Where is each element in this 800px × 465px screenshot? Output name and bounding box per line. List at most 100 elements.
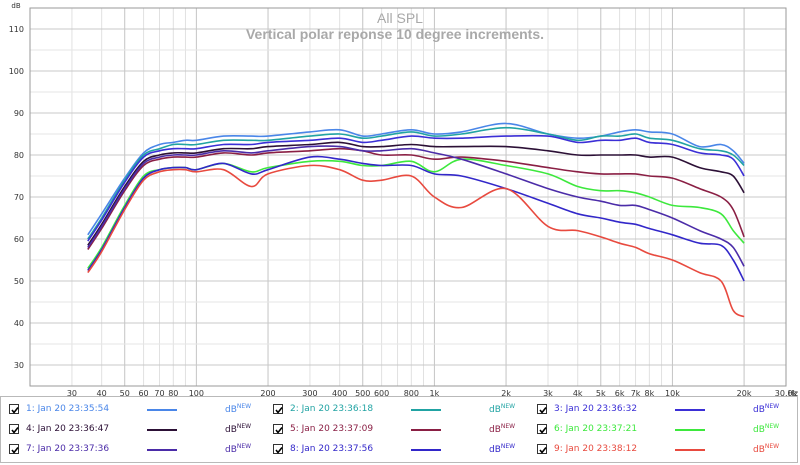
legend-swatch bbox=[411, 409, 441, 411]
legend-label: 9: Jan 20 23:38:12 bbox=[554, 444, 638, 454]
legend-unit-text: dB bbox=[489, 405, 501, 415]
x-tick-label: 800 bbox=[404, 389, 419, 396]
legend-unit-text: dB bbox=[225, 425, 237, 435]
x-tick-label: 200 bbox=[260, 389, 275, 396]
x-tick-label: 300 bbox=[302, 389, 317, 396]
legend-unit-tag: NEW bbox=[500, 423, 516, 430]
x-tick-label: 6k bbox=[615, 389, 625, 396]
y-tick-label: 40 bbox=[14, 319, 24, 328]
y-tick-label: 100 bbox=[9, 67, 24, 76]
x-tick-label: 8k bbox=[644, 389, 654, 396]
legend-label: 7: Jan 20 23:37:36 bbox=[26, 444, 110, 454]
x-tick-label: 600 bbox=[374, 389, 389, 396]
legend-unit: dBNEW bbox=[753, 443, 779, 455]
series-lines bbox=[87, 122, 745, 318]
spl-chart: 30 40 50 60 70 80 100 200 300 400 500 600 800 1k 2k 3k 4… bbox=[8, 2, 799, 396]
legend-swatch bbox=[675, 429, 705, 431]
y-tick-labels: 30 40 50 60 70 80 90 100 110 bbox=[9, 25, 24, 370]
legend-label: 4: Jan 20 23:36:47 bbox=[26, 424, 110, 434]
y-tick-label: 50 bbox=[14, 277, 24, 286]
legend-unit-text: dB bbox=[753, 405, 765, 415]
legend-unit-text: dB bbox=[753, 445, 765, 455]
legend-unit-text: dB bbox=[225, 405, 237, 415]
legend-item-2[interactable]: 2: Jan 20 23:36:18 dBNEW bbox=[273, 401, 523, 421]
legend-unit: dBNEW bbox=[225, 443, 251, 455]
series-line-4 bbox=[87, 141, 745, 246]
x-tick-labels: 30 40 50 60 70 80 100 200 300 400 500 600 800 1k 2k 3k 4… bbox=[67, 389, 798, 396]
x-tick-label: 10k bbox=[665, 389, 680, 396]
x-axis-label: Hz bbox=[788, 389, 798, 396]
legend-item-6[interactable]: 6: Jan 20 23:37:21 dBNEW bbox=[537, 421, 787, 441]
legend-checkbox[interactable] bbox=[273, 444, 283, 454]
legend-unit-text: dB bbox=[489, 425, 501, 435]
y-tick-label: 70 bbox=[14, 193, 24, 202]
series-line-9 bbox=[87, 164, 745, 318]
legend-unit-text: dB bbox=[753, 425, 765, 435]
legend-unit-text: dB bbox=[225, 445, 237, 455]
legend-swatch bbox=[675, 409, 705, 411]
legend-label: 8: Jan 20 23:37:56 bbox=[290, 444, 374, 454]
legend-label: 2: Jan 20 23:36:18 bbox=[290, 404, 374, 414]
x-tick-label: 400 bbox=[332, 389, 347, 396]
legend-item-9[interactable]: 9: Jan 20 23:38:12 dBNEW bbox=[537, 441, 787, 461]
series-line-1 bbox=[87, 122, 745, 236]
legend-unit: dBNEW bbox=[225, 403, 251, 415]
legend-checkbox[interactable] bbox=[9, 424, 19, 434]
legend-unit: dBNEW bbox=[753, 423, 779, 435]
y-tick-label: 80 bbox=[14, 151, 24, 160]
legend-checkbox[interactable] bbox=[537, 424, 547, 434]
x-tick-label: 70 bbox=[154, 389, 164, 396]
x-tick-label: 30.0k bbox=[775, 389, 798, 396]
x-tick-label: 5k bbox=[596, 389, 606, 396]
y-axis-label: dB bbox=[11, 2, 20, 10]
grid-lines bbox=[30, 7, 786, 387]
legend-unit-tag: NEW bbox=[500, 443, 516, 450]
legend-label: 6: Jan 20 23:37:21 bbox=[554, 424, 638, 434]
x-tick-label: 7k bbox=[631, 389, 641, 396]
legend-item-1[interactable]: 1: Jan 20 23:35:54 dBNEW bbox=[9, 401, 259, 421]
legend-checkbox[interactable] bbox=[273, 404, 283, 414]
legend-item-7[interactable]: 7: Jan 20 23:37:36 dBNEW bbox=[9, 441, 259, 461]
plot-frame bbox=[29, 7, 787, 387]
legend-unit: dBNEW bbox=[225, 423, 251, 435]
legend-checkbox[interactable] bbox=[9, 444, 19, 454]
x-tick-label: 2k bbox=[501, 389, 511, 396]
y-tick-label: 30 bbox=[14, 361, 24, 370]
y-tick-label: 90 bbox=[14, 109, 24, 118]
legend-swatch bbox=[411, 429, 441, 431]
legend-checkbox[interactable] bbox=[273, 424, 283, 434]
chart-area: 30 40 50 60 70 80 100 200 300 400 500 600 800 1k 2k 3k 4… bbox=[8, 2, 799, 396]
legend-unit: dBNEW bbox=[489, 423, 515, 435]
legend-unit: dBNEW bbox=[753, 403, 779, 415]
x-tick-label: 30 bbox=[67, 389, 77, 396]
x-tick-label: 100 bbox=[189, 389, 204, 396]
legend-swatch bbox=[147, 449, 177, 451]
legend-item-8[interactable]: 8: Jan 20 23:37:56 dBNEW bbox=[273, 441, 523, 461]
x-tick-label: 1k bbox=[430, 389, 440, 396]
legend-checkbox[interactable] bbox=[9, 404, 19, 414]
x-tick-label: 60 bbox=[138, 389, 148, 396]
legend-unit-tag: NEW bbox=[236, 423, 252, 430]
legend-label: 5: Jan 20 23:37:09 bbox=[290, 424, 374, 434]
legend-unit-tag: NEW bbox=[764, 403, 780, 410]
legend-unit-tag: NEW bbox=[236, 403, 252, 410]
legend-unit: dBNEW bbox=[489, 443, 515, 455]
legend: 1: Jan 20 23:35:54 dBNEW 2: Jan 20 23:36:1… bbox=[0, 396, 798, 463]
legend-item-4[interactable]: 4: Jan 20 23:36:47 dBNEW bbox=[9, 421, 259, 441]
legend-checkbox[interactable] bbox=[537, 404, 547, 414]
legend-item-5[interactable]: 5: Jan 20 23:37:09 dBNEW bbox=[273, 421, 523, 441]
legend-swatch bbox=[147, 429, 177, 431]
x-tick-label: 80 bbox=[168, 389, 178, 396]
x-tick-label: 3k bbox=[543, 389, 553, 396]
x-tick-label: 40 bbox=[97, 389, 107, 396]
y-tick-label: 110 bbox=[9, 25, 24, 34]
y-tick-label: 60 bbox=[14, 235, 24, 244]
legend-item-3[interactable]: 3: Jan 20 23:36:32 dBNEW bbox=[537, 401, 787, 421]
legend-unit-tag: NEW bbox=[764, 423, 780, 430]
legend-unit-tag: NEW bbox=[236, 443, 252, 450]
series-line-5 bbox=[87, 147, 745, 250]
chart-subtitle: Vertical polar reponse 10 degree increme… bbox=[246, 26, 544, 42]
x-tick-label: 50 bbox=[120, 389, 130, 396]
chart-title: All SPL bbox=[377, 10, 423, 26]
legend-checkbox[interactable] bbox=[537, 444, 547, 454]
